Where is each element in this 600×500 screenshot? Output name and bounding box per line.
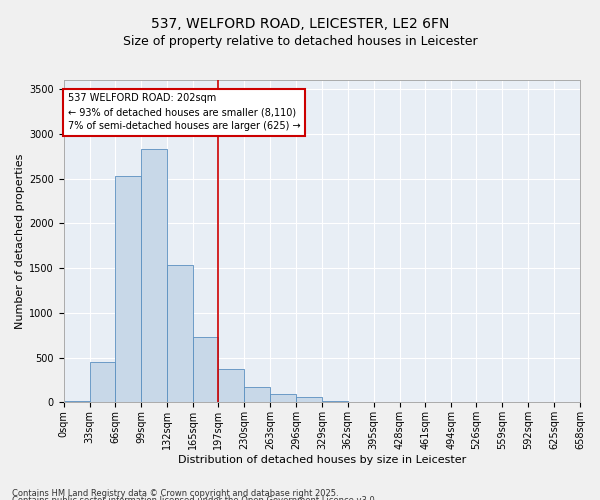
Bar	[270, 394, 296, 402]
Y-axis label: Number of detached properties: Number of detached properties	[15, 154, 25, 329]
Bar	[115, 176, 142, 402]
Text: Size of property relative to detached houses in Leicester: Size of property relative to detached ho…	[122, 35, 478, 48]
Bar	[89, 362, 115, 403]
Bar	[142, 149, 167, 403]
Bar	[244, 387, 270, 402]
Bar	[167, 266, 193, 402]
Bar	[296, 396, 322, 402]
Bar	[193, 337, 218, 402]
Bar	[218, 370, 244, 402]
Text: 537, WELFORD ROAD, LEICESTER, LE2 6FN: 537, WELFORD ROAD, LEICESTER, LE2 6FN	[151, 18, 449, 32]
X-axis label: Distribution of detached houses by size in Leicester: Distribution of detached houses by size …	[178, 455, 466, 465]
Text: Contains HM Land Registry data © Crown copyright and database right 2025.: Contains HM Land Registry data © Crown c…	[12, 488, 338, 498]
Bar	[64, 401, 89, 402]
Text: Contains public sector information licensed under the Open Government Licence v3: Contains public sector information licen…	[12, 496, 377, 500]
Bar	[322, 401, 348, 402]
Text: 537 WELFORD ROAD: 202sqm
← 93% of detached houses are smaller (8,110)
7% of semi: 537 WELFORD ROAD: 202sqm ← 93% of detach…	[68, 94, 300, 132]
